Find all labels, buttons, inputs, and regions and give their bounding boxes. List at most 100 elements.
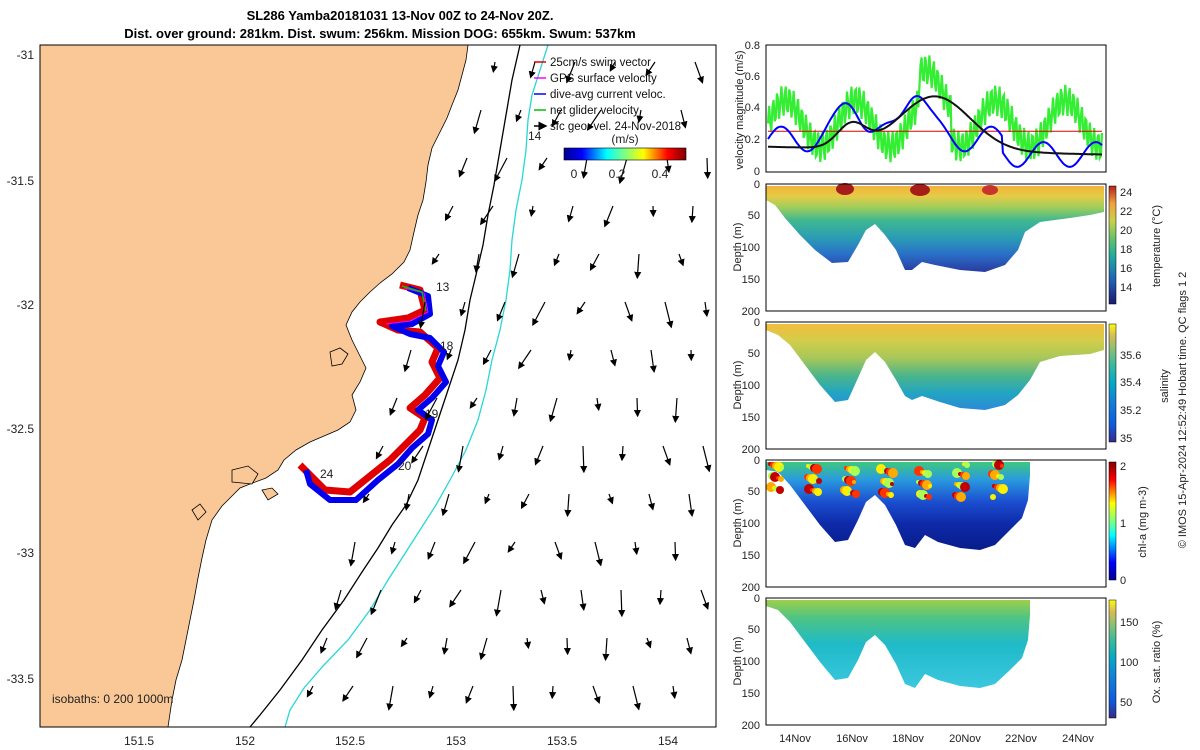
- geo-velocity-arrow: [662, 445, 672, 466]
- sal-cb-tick: 35.6: [1120, 350, 1141, 362]
- geo-velocity-arrow: [528, 205, 536, 217]
- geo-velocity-arrow: [609, 61, 617, 72]
- figure-title-line2: Dist. over ground: 281km. Dist. swum: 25…: [124, 26, 636, 41]
- oxygen-colorbar: [1108, 599, 1117, 719]
- chla-sample: [888, 468, 898, 478]
- geo-velocity-arrow: [563, 637, 571, 656]
- depth-tick: 200: [742, 720, 760, 732]
- geo-velocity-arrow: [465, 685, 474, 704]
- geo-velocity-arrow: [455, 445, 464, 473]
- geo-velocity-arrow: [636, 109, 644, 123]
- time-tick: 16Nov: [836, 733, 868, 745]
- geo-velocity-arrow: [579, 589, 587, 611]
- temp-cb-tick: 24: [1120, 187, 1132, 199]
- depth-tick: 0: [754, 317, 760, 329]
- temp-cb-tick: 16: [1120, 263, 1132, 275]
- geo-velocity-arrow: [664, 301, 674, 329]
- geo-velocity-arrow: [632, 685, 641, 711]
- salinity-colorbar: [1108, 323, 1117, 443]
- colorbar-tick: 0.4: [652, 167, 669, 181]
- chl-cb-tick: 0: [1120, 575, 1126, 587]
- lon-tick: 153: [446, 734, 466, 748]
- geo-velocity-arrow: [427, 541, 436, 560]
- geo-velocity-arrow: [702, 445, 712, 473]
- temperature-colorbar: [1108, 185, 1117, 305]
- geo-velocity-arrow: [670, 685, 678, 700]
- dive-avg-velocity-line: [767, 94, 1103, 168]
- isobath-label: isobaths: 0 200 1000m: [52, 692, 173, 706]
- dive-avg-current-track: [303, 285, 449, 503]
- lat-tick: -33: [17, 546, 35, 560]
- map-lat-axis: -31 -31.5 -32 -32.5 -33 -33.5: [7, 48, 35, 686]
- geo-velocity-arrow: [484, 493, 491, 505]
- day-label-18: 18: [440, 339, 454, 353]
- geo-velocity-arrow: [564, 493, 572, 518]
- geo-velocity-arrow: [441, 493, 450, 517]
- chla-sample: [1000, 464, 1004, 468]
- geo-velocity-arrow: [403, 493, 411, 511]
- temp-cb-tick: 22: [1120, 206, 1132, 218]
- geo-velocity-arrow: [702, 301, 710, 318]
- temperature-panel: 24 22 20 18 16 14 temperature (°C) Depth…: [732, 179, 1163, 318]
- geo-velocity-arrow: [592, 685, 601, 705]
- geo-velocity-arrow: [538, 157, 548, 171]
- geo-velocity-arrow: [494, 157, 508, 183]
- geo-velocity-arrow: [685, 637, 693, 655]
- time-tick: 24Nov: [1062, 733, 1094, 745]
- geo-velocity-arrow: [493, 589, 502, 617]
- temp-cb-tick: 14: [1120, 282, 1132, 294]
- geo-velocity-arrow: [618, 589, 626, 618]
- speed-colorbar: [563, 147, 687, 161]
- geo-velocity-arrow: [649, 349, 657, 373]
- geo-velocity-arrow: [389, 541, 397, 555]
- lon-tick: 151.5: [124, 734, 154, 748]
- lat-tick: -32.5: [7, 422, 35, 436]
- geo-velocity-arrow: [441, 637, 449, 655]
- geo-velocity-arrow: [539, 589, 547, 605]
- ox-cb-tick: 100: [1120, 657, 1138, 669]
- geo-velocity-arrow: [680, 109, 688, 129]
- geo-velocity-arrow: [417, 301, 426, 329]
- ox-cblabel: Ox. sat. ratio (%): [1151, 621, 1163, 704]
- chla-sample: [814, 488, 822, 496]
- geo-velocity-arrow: [400, 637, 408, 648]
- geo-velocity-arrow: [532, 301, 546, 327]
- geo-velocity-arrow: [586, 109, 602, 131]
- geo-velocity-arrow: [671, 541, 679, 562]
- geo-velocity-arrow: [606, 493, 614, 505]
- geo-velocity-arrow: [459, 301, 467, 317]
- geo-velocity-arrow: [548, 397, 558, 423]
- geo-velocity-arrow: [356, 637, 368, 659]
- ox-cb-tick: 150: [1120, 617, 1138, 629]
- geo-velocity-arrow: [589, 253, 600, 271]
- depth-tick: 50: [748, 348, 760, 360]
- chl-cblabel: chl-a (mg m-3): [1137, 486, 1149, 558]
- geo-velocity-arrow: [656, 589, 665, 606]
- geo-velocity-arrow: [518, 349, 532, 370]
- legend-sfc-geo: sfc geo. vel. 24-Nov-2018: [550, 121, 681, 133]
- velocity-panel: 0 0.2 0.4 0.6 0.8 velocity magnitude (m/…: [734, 40, 1107, 178]
- geo-velocity-arrow: [497, 445, 505, 461]
- temp-cb-tick: 18: [1120, 244, 1132, 256]
- chla-sample: [888, 492, 894, 498]
- day-label-24: 24: [320, 467, 334, 481]
- velocity-tick: 0: [754, 166, 760, 178]
- geo-velocity-arrow: [553, 253, 561, 267]
- geo-velocity-arrow: [515, 109, 523, 123]
- velocity-ylabel: velocity magnitude (m/s): [734, 50, 746, 169]
- chla-sample: [812, 464, 822, 474]
- lon-tick: 154: [658, 734, 678, 748]
- ox-ylabel: Depth (m): [732, 637, 744, 686]
- geo-velocity-arrow: [647, 493, 655, 511]
- geo-velocity-arrow: [463, 541, 476, 565]
- geo-velocity-arrow: [609, 349, 617, 367]
- depth-tick: 0: [754, 179, 760, 191]
- depth-tick: 200: [742, 444, 760, 456]
- geo-velocity-arrow: [549, 685, 557, 700]
- geo-velocity-arrow: [520, 493, 530, 510]
- chla-sample: [964, 462, 970, 468]
- time-tick: 20Nov: [949, 733, 981, 745]
- geo-velocity-arrow: [565, 61, 576, 84]
- geo-velocity-arrow: [469, 397, 478, 409]
